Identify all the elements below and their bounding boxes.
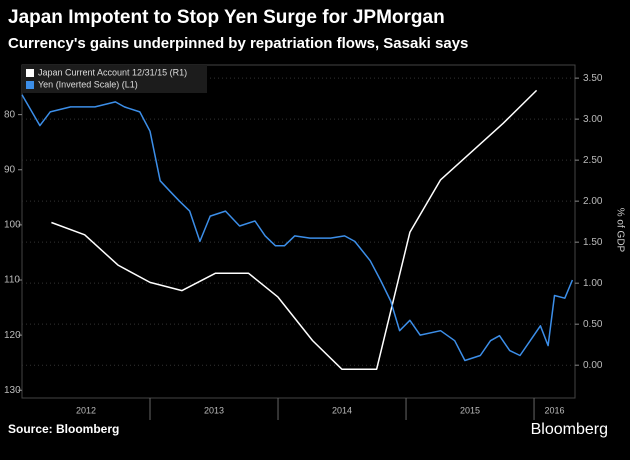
legend-label: Japan Current Account 12/31/15 (R1) (38, 67, 187, 77)
series-line (21, 94, 574, 362)
x-tick-label: 2013 (204, 405, 224, 415)
y2-tick-label: 1.00 (583, 278, 603, 289)
x-tick-label: 2012 (76, 405, 96, 415)
x-tick-label: 2016 (545, 405, 565, 415)
chart-title: Japan Impotent to Stop Yen Surge for JPM… (8, 7, 445, 28)
y-tick-label: 120 (4, 330, 21, 341)
y-tick-label: 100 (4, 220, 21, 231)
y2-tick-label: 3.50 (583, 73, 603, 84)
y2-axis-label: % of GDP (614, 208, 625, 253)
y2-tick-label: 1.50 (583, 237, 603, 248)
legend-label: Yen (Inverted Scale) (L1) (38, 79, 138, 89)
y-tick-label: 130 (4, 385, 21, 396)
y-tick-label: 90 (4, 164, 16, 175)
y-tick-label: 110 (4, 275, 20, 286)
chart-subtitle: Currency's gains underpinned by repatria… (8, 35, 468, 52)
brand: Bloomberg (531, 421, 608, 438)
legend-swatch (26, 69, 34, 77)
legend-box (22, 65, 207, 93)
x-tick-label: 2015 (460, 405, 480, 415)
x-tick-label: 2014 (332, 405, 352, 415)
series-line (51, 89, 538, 371)
legend: Japan Current Account 12/31/15 (R1) Yen (… (22, 65, 207, 93)
y2-tick-label: 2.50 (583, 155, 603, 166)
y2-tick-label: 3.00 (583, 114, 603, 125)
y2-tick-label: 0.00 (583, 360, 603, 371)
y2-tick-label: 2.00 (583, 196, 603, 207)
y2-tick-label: 0.50 (583, 319, 603, 330)
y-tick-label: 80 (4, 109, 16, 120)
source: Source: Bloomberg (8, 422, 119, 436)
plot-frame (21, 64, 576, 399)
legend-swatch (26, 81, 34, 89)
